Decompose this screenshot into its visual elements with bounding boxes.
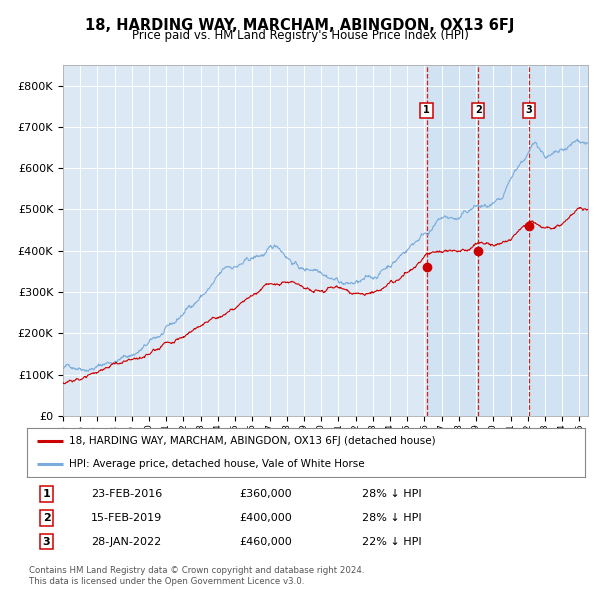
Text: £360,000: £360,000	[239, 489, 292, 499]
Text: 3: 3	[526, 106, 532, 115]
Text: 28-JAN-2022: 28-JAN-2022	[91, 537, 161, 546]
Text: 15-FEB-2019: 15-FEB-2019	[91, 513, 163, 523]
Text: 23-FEB-2016: 23-FEB-2016	[91, 489, 163, 499]
Text: £400,000: £400,000	[239, 513, 292, 523]
Text: £460,000: £460,000	[239, 537, 292, 546]
Text: 22% ↓ HPI: 22% ↓ HPI	[362, 537, 421, 546]
Text: Price paid vs. HM Land Registry's House Price Index (HPI): Price paid vs. HM Land Registry's House …	[131, 30, 469, 42]
Text: 1: 1	[43, 489, 50, 499]
Text: 28% ↓ HPI: 28% ↓ HPI	[362, 513, 421, 523]
Text: HPI: Average price, detached house, Vale of White Horse: HPI: Average price, detached house, Vale…	[69, 458, 364, 468]
Text: 2: 2	[475, 106, 482, 115]
Text: Contains HM Land Registry data © Crown copyright and database right 2024.: Contains HM Land Registry data © Crown c…	[29, 566, 364, 575]
Text: 18, HARDING WAY, MARCHAM, ABINGDON, OX13 6FJ: 18, HARDING WAY, MARCHAM, ABINGDON, OX13…	[85, 18, 515, 32]
Text: 18, HARDING WAY, MARCHAM, ABINGDON, OX13 6FJ (detached house): 18, HARDING WAY, MARCHAM, ABINGDON, OX13…	[69, 437, 436, 447]
Text: This data is licensed under the Open Government Licence v3.0.: This data is licensed under the Open Gov…	[29, 577, 304, 586]
Text: 28% ↓ HPI: 28% ↓ HPI	[362, 489, 421, 499]
Text: 3: 3	[43, 537, 50, 546]
Text: 2: 2	[43, 513, 50, 523]
Text: 1: 1	[423, 106, 430, 115]
Bar	[427, 65, 600, 416]
